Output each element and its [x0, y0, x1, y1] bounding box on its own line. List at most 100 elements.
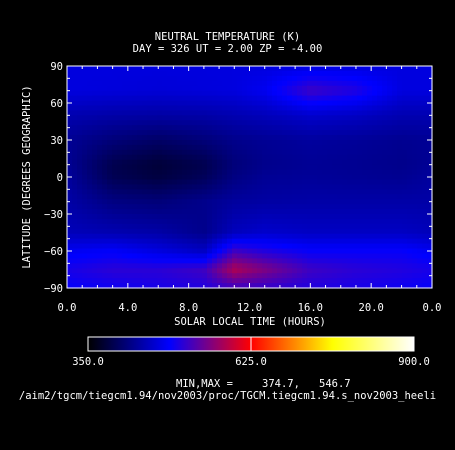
- heatmap-cell: [302, 110, 308, 116]
- heatmap-cell: [212, 169, 218, 176]
- heatmap-cell: [77, 149, 83, 156]
- heatmap-cell: [397, 199, 403, 205]
- heatmap-cell: [257, 75, 263, 82]
- heatmap-cell: [252, 164, 258, 171]
- heatmap-cell: [217, 105, 223, 111]
- heatmap-cell: [192, 164, 198, 171]
- heatmap-cell: [217, 174, 223, 181]
- heatmap-cell: [392, 110, 398, 116]
- x-tick-label: 20.0: [359, 302, 384, 314]
- heatmap-cell: [137, 140, 143, 146]
- heatmap-cell: [282, 154, 288, 161]
- heatmap-cell: [357, 110, 363, 116]
- heatmap-cell: [92, 278, 98, 284]
- heatmap-cell: [182, 204, 188, 210]
- heatmap-cell: [217, 95, 223, 102]
- heatmap-cell: [197, 169, 203, 176]
- heatmap-cell: [197, 263, 203, 269]
- heatmap-cell: [222, 130, 228, 136]
- heatmap-cell: [112, 149, 118, 156]
- heatmap-cell: [312, 80, 318, 87]
- heatmap-cell: [392, 268, 398, 274]
- heatmap-cell: [322, 110, 328, 116]
- heatmap-cell: [92, 144, 98, 151]
- heatmap-cell: [232, 233, 238, 240]
- heatmap-cell: [167, 209, 173, 215]
- heatmap-cell: [162, 115, 168, 121]
- heatmap-cell: [142, 179, 148, 185]
- heatmap-cell: [202, 238, 208, 245]
- heatmap-cell: [287, 194, 293, 200]
- heatmap-cell: [217, 248, 223, 255]
- heatmap-cell: [247, 120, 253, 126]
- heatmap-cell: [232, 120, 238, 126]
- heatmap-cell: [377, 105, 383, 111]
- heatmap-cell: [337, 169, 343, 176]
- heatmap-cell: [197, 120, 203, 126]
- heatmap-cell: [412, 135, 418, 141]
- heatmap-cell: [337, 268, 343, 274]
- heatmap-cell: [167, 105, 173, 111]
- heatmap-cell: [222, 70, 228, 77]
- heatmap-cell: [402, 179, 408, 185]
- heatmap-cell: [77, 100, 83, 107]
- heatmap-cell: [297, 135, 303, 141]
- heatmap-cell: [177, 179, 183, 185]
- heatmap-cell: [232, 95, 238, 102]
- heatmap-cell: [267, 179, 273, 185]
- heatmap-cell: [172, 228, 178, 235]
- heatmap-cell: [137, 214, 143, 220]
- heatmap-cell: [267, 135, 273, 141]
- heatmap-cell: [417, 169, 423, 176]
- heatmap-cell: [82, 105, 88, 111]
- heatmap-cell: [392, 223, 398, 230]
- heatmap-cell: [217, 184, 223, 190]
- heatmap-cell: [212, 199, 218, 205]
- heatmap-cell: [412, 228, 418, 235]
- heatmap-cell: [277, 258, 283, 264]
- heatmap-cell: [117, 95, 123, 102]
- heatmap-cell: [427, 268, 433, 274]
- heatmap-cell: [97, 223, 103, 230]
- heatmap-cell: [122, 75, 128, 82]
- heatmap-cell: [327, 75, 333, 82]
- heatmap-cell: [287, 243, 293, 250]
- heatmap-cell: [77, 70, 83, 77]
- heatmap-cell: [122, 238, 128, 245]
- heatmap-cell: [92, 218, 98, 225]
- heatmap-cell: [242, 184, 248, 190]
- heatmap-cell: [92, 80, 98, 87]
- heatmap-cell: [372, 278, 378, 284]
- heatmap-cell: [377, 154, 383, 161]
- heatmap-cell: [417, 209, 423, 215]
- heatmap-cell: [82, 115, 88, 121]
- heatmap-cell: [342, 144, 348, 151]
- heatmap-cell: [207, 110, 213, 116]
- heatmap-cell: [427, 85, 433, 92]
- heatmap-cell: [112, 70, 118, 77]
- heatmap-cell: [402, 154, 408, 161]
- heatmap-cell: [417, 90, 423, 97]
- heatmap-cell: [87, 130, 93, 136]
- heatmap-cell: [382, 149, 388, 156]
- heatmap-cell: [427, 105, 433, 111]
- heatmap-cell: [347, 283, 353, 289]
- heatmap-cell: [282, 75, 288, 82]
- heatmap-cell: [152, 120, 158, 126]
- heatmap-cell: [252, 154, 258, 161]
- heatmap-cell: [187, 283, 193, 289]
- heatmap-cell: [167, 258, 173, 264]
- heatmap-cell: [322, 164, 328, 171]
- heatmap-cell: [327, 149, 333, 156]
- heatmap-cell: [407, 223, 413, 230]
- heatmap-cell: [267, 144, 273, 151]
- heatmap-cell: [417, 233, 423, 240]
- heatmap-cell: [402, 258, 408, 264]
- heatmap-cell: [217, 140, 223, 146]
- heatmap-cell: [77, 184, 83, 190]
- heatmap-cell: [352, 223, 358, 230]
- heatmap-cell: [187, 233, 193, 240]
- heatmap-cell: [82, 159, 88, 166]
- heatmap-cell: [142, 85, 148, 92]
- heatmap-cell: [212, 223, 218, 230]
